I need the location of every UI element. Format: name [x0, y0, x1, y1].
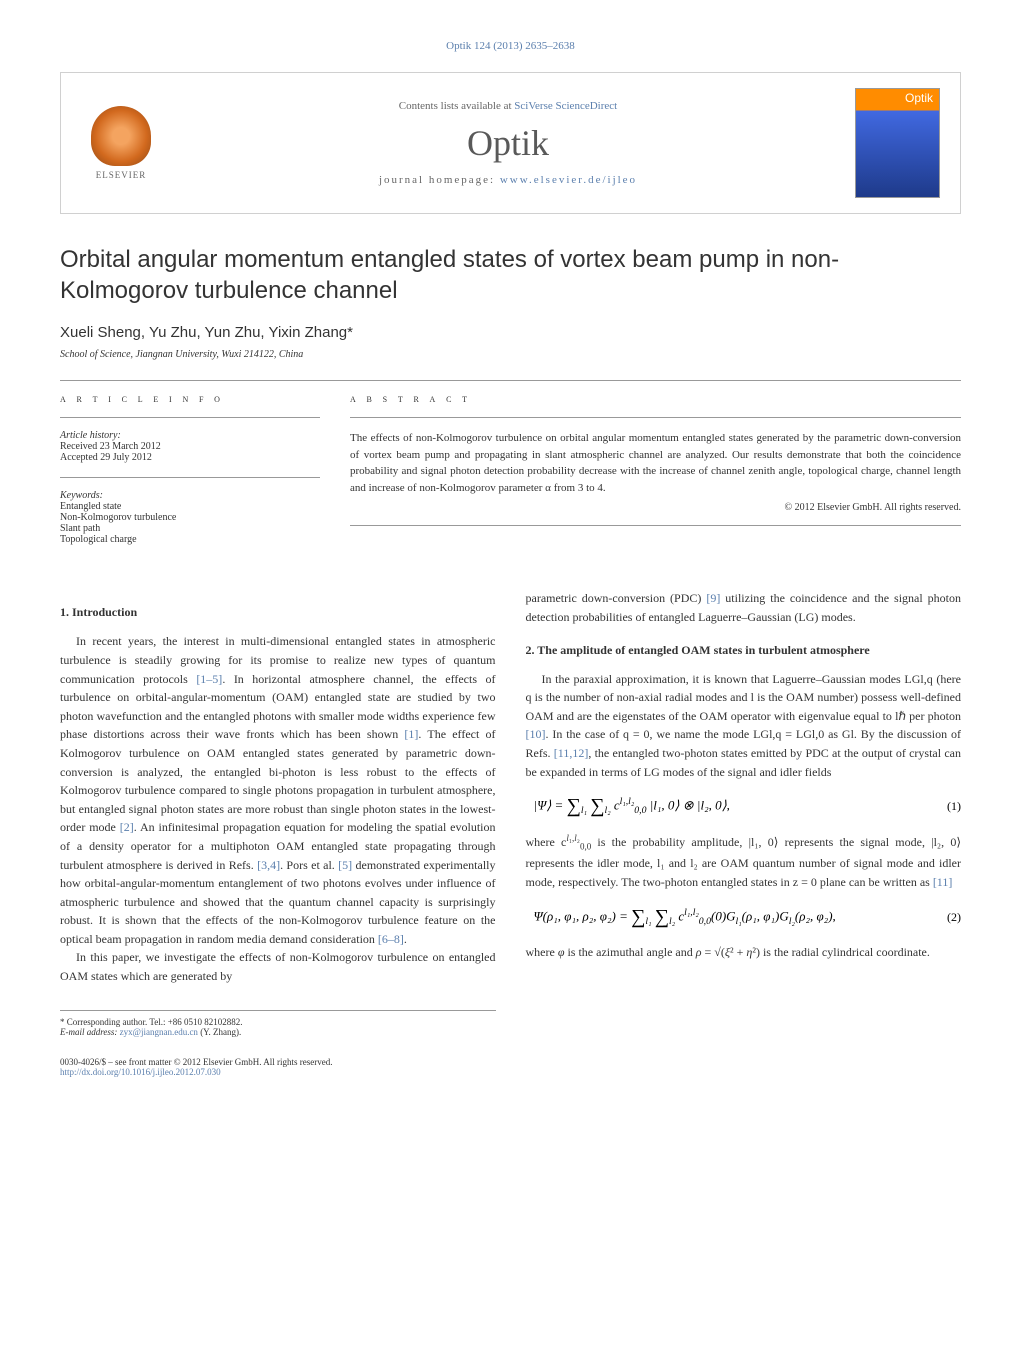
divider: [60, 380, 961, 381]
bottom-info: 0030-4026/$ – see front matter © 2012 El…: [60, 1057, 496, 1077]
amplitude-body: In the paraxial approximation, it is kno…: [526, 670, 962, 782]
amplitude-p1: In the paraxial approximation, it is kno…: [526, 670, 962, 782]
email-name: (Y. Zhang).: [198, 1027, 241, 1037]
p1-text-e: . Pors et al.: [280, 858, 338, 872]
doi-link[interactable]: http://dx.doi.org/10.1016/j.ijleo.2012.0…: [60, 1067, 221, 1077]
equation-2-row: Ψ(ρ₁, φ₁, ρ₂, φ₂) = ∑l₁ ∑l₂ cl₁,l₂0,0(0)…: [526, 906, 962, 929]
abstract-column: a b s t r a c t The effects of non-Kolmo…: [350, 393, 961, 559]
intro-p2: In this paper, we investigate the effect…: [60, 948, 496, 985]
p1-text-c: . The effect of Kolmogorov turbulence on…: [60, 727, 496, 834]
ref-6-8[interactable]: [6–8]: [378, 932, 404, 946]
p2b-text: parametric down-conversion (PDC): [526, 591, 707, 605]
intro-body: In recent years, the interest in multi-d…: [60, 632, 496, 985]
elsevier-label: ELSEVIER: [96, 170, 147, 180]
homepage-link[interactable]: www.elsevier.de/ijleo: [500, 174, 637, 186]
issn-line: 0030-4026/$ – see front matter © 2012 El…: [60, 1057, 496, 1067]
ref-1[interactable]: [1]: [404, 727, 418, 741]
left-column: 1. Introduction In recent years, the int…: [60, 589, 496, 1076]
amp-p1-c: , the entangled two-photon states emitte…: [526, 746, 962, 779]
equation-1-number: (1): [947, 799, 961, 814]
ref-1-5[interactable]: [1–5]: [196, 672, 222, 686]
intro-continuation: parametric down-conversion (PDC) [9] uti…: [526, 589, 962, 626]
ref-5[interactable]: [5]: [338, 858, 352, 872]
section-2-heading: 2. The amplitude of entangled OAM states…: [526, 643, 962, 658]
journal-cover-thumbnail: Optik: [855, 88, 940, 198]
amp-p2-b: is the probability amplitude, |l₁, 0⟩ re…: [526, 835, 962, 889]
header-center: Contents lists available at SciVerse Sci…: [161, 100, 855, 186]
keywords-label: Keywords:: [60, 490, 320, 501]
email-link[interactable]: zyx@jiangnan.edu.cn: [120, 1027, 198, 1037]
equation-1-row: |Ψ⟩ = ∑l₁ ∑l₂ cl₁,l₂0,0 |l₁, 0⟩ ⊗ |l₂, 0…: [526, 795, 962, 818]
accepted-date: Accepted 29 July 2012: [60, 452, 320, 463]
corresponding-author: * Corresponding author. Tel.: +86 0510 8…: [60, 1017, 496, 1027]
ref-2[interactable]: [2]: [120, 820, 134, 834]
article-info-column: a r t i c l e i n f o Article history: R…: [60, 393, 320, 559]
ref-11-12[interactable]: [11,12]: [554, 746, 589, 760]
amplitude-p2-body: where cl₁,l₂0,0 is the probability ampli…: [526, 832, 962, 892]
keyword-1: Entangled state: [60, 501, 320, 512]
elsevier-tree-icon: [91, 106, 151, 166]
authors-names: Xueli Sheng, Yu Zhu, Yun Zhu, Yixin Zhan…: [60, 324, 347, 341]
amplitude-p2: where cl₁,l₂0,0 is the probability ampli…: [526, 832, 962, 892]
p2-text-a: In this paper, we investigate the effect…: [60, 950, 496, 983]
info-divider-1: [60, 417, 320, 418]
info-divider-2: [60, 477, 320, 478]
corresponding-marker: *: [347, 324, 353, 341]
keyword-2: Non-Kolmogorov turbulence: [60, 512, 320, 523]
authors-list: Xueli Sheng, Yu Zhu, Yun Zhu, Yixin Zhan…: [60, 324, 961, 341]
amplitude-p3-body: where φ is the azimuthal angle and ρ = √…: [526, 943, 962, 962]
history-label: Article history:: [60, 430, 320, 441]
amplitude-p3: where φ is the azimuthal angle and ρ = √…: [526, 943, 962, 962]
abstract-label: a b s t r a c t: [350, 393, 961, 405]
elsevier-logo: ELSEVIER: [81, 98, 161, 188]
article-info-label: a r t i c l e i n f o: [60, 393, 320, 405]
intro-p1: In recent years, the interest in multi-d…: [60, 632, 496, 948]
citation-header: Optik 124 (2013) 2635–2638: [60, 40, 961, 52]
amp-p1-a: In the paraxial approximation, it is kno…: [526, 672, 962, 723]
p1-text-g: .: [404, 932, 407, 946]
article-title: Orbital angular momentum entangled state…: [60, 244, 961, 306]
section-1-heading: 1. Introduction: [60, 605, 496, 620]
received-date: Received 23 March 2012: [60, 441, 320, 452]
email-label: E-mail address:: [60, 1027, 120, 1037]
ref-10[interactable]: [10]: [526, 727, 546, 741]
cover-title: Optik: [856, 89, 939, 107]
abstract-text: The effects of non-Kolmogorov turbulence…: [350, 430, 961, 496]
ref-11[interactable]: [11]: [933, 875, 953, 889]
email-line: E-mail address: zyx@jiangnan.edu.cn (Y. …: [60, 1027, 496, 1037]
footnote-section: * Corresponding author. Tel.: +86 0510 8…: [60, 1010, 496, 1037]
homepage-prefix: journal homepage:: [379, 174, 500, 186]
sciencedirect-link[interactable]: SciVerse ScienceDirect: [514, 100, 617, 112]
keyword-3: Slant path: [60, 523, 320, 534]
contents-prefix: Contents lists available at: [399, 100, 514, 112]
journal-homepage: journal homepage: www.elsevier.de/ijleo: [161, 174, 855, 186]
ref-9[interactable]: [9]: [706, 591, 720, 605]
equation-1: |Ψ⟩ = ∑l₁ ∑l₂ cl₁,l₂0,0 |l₁, 0⟩ ⊗ |l₂, 0…: [526, 795, 948, 818]
journal-header-box: ELSEVIER Contents lists available at Sci…: [60, 72, 961, 214]
equation-2: Ψ(ρ₁, φ₁, ρ₂, φ₂) = ∑l₁ ∑l₂ cl₁,l₂0,0(0)…: [526, 906, 948, 929]
affiliation: School of Science, Jiangnan University, …: [60, 349, 961, 360]
page-container: Optik 124 (2013) 2635–2638 ELSEVIER Cont…: [0, 0, 1021, 1117]
right-column: parametric down-conversion (PDC) [9] uti…: [526, 589, 962, 1076]
ref-3-4[interactable]: [3,4]: [257, 858, 280, 872]
intro-p2-cont: parametric down-conversion (PDC) [9] uti…: [526, 589, 962, 626]
abstract-divider: [350, 417, 961, 418]
journal-name: Optik: [161, 122, 855, 164]
equation-2-number: (2): [947, 910, 961, 925]
keywords-block: Keywords: Entangled state Non-Kolmogorov…: [60, 490, 320, 545]
amp-p2-a: where c: [526, 835, 567, 849]
body-columns: 1. Introduction In recent years, the int…: [60, 589, 961, 1076]
article-history-block: Article history: Received 23 March 2012 …: [60, 430, 320, 463]
info-abstract-row: a r t i c l e i n f o Article history: R…: [60, 393, 961, 559]
abstract-copyright: © 2012 Elsevier GmbH. All rights reserve…: [350, 502, 961, 513]
keyword-4: Topological charge: [60, 534, 320, 545]
contents-available: Contents lists available at SciVerse Sci…: [161, 100, 855, 112]
abstract-divider-2: [350, 525, 961, 526]
